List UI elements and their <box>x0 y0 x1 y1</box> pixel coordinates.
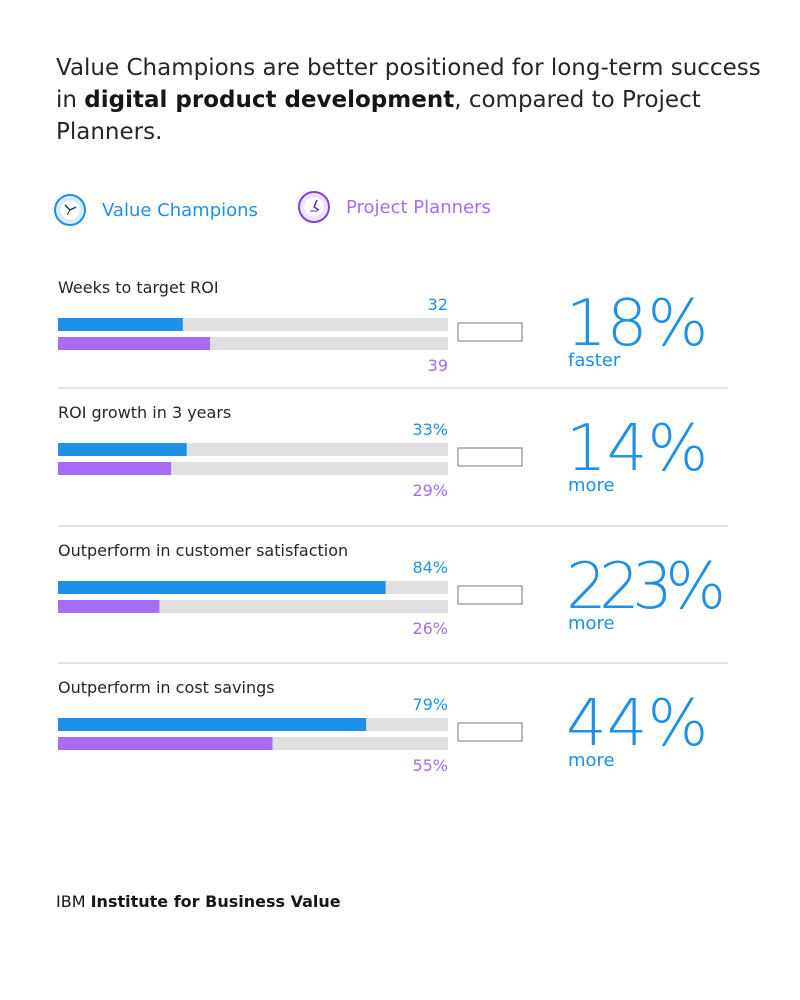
stat-value: 223% <box>566 550 726 624</box>
value-label-champions: 32 <box>428 295 448 314</box>
stat-label: more <box>568 750 615 771</box>
connector-bracket <box>457 322 523 342</box>
connector-bracket <box>457 722 523 742</box>
stat-label: more <box>568 475 615 496</box>
value-label-planners: 55% <box>412 756 448 775</box>
bar-planners <box>58 337 211 350</box>
row-label: Outperform in customer satisfaction <box>58 541 348 560</box>
clock-slow-icon <box>298 191 330 223</box>
headline-text-end: , compared to Project Planners. <box>56 87 701 145</box>
headline-text: Value Champions are better positioned fo… <box>56 55 761 113</box>
value-label-planners: 39 <box>428 356 448 375</box>
bar-champions <box>58 443 187 456</box>
bar-champions <box>58 718 367 731</box>
connector-bracket <box>457 447 523 467</box>
connector-bracket <box>457 585 523 605</box>
bar-planners <box>58 600 160 613</box>
footer-brand: IBM <box>56 892 86 911</box>
legend-value-champions: Value Champions <box>53 193 258 227</box>
row-label: Outperform in cost savings <box>58 678 275 697</box>
legend-label-planners: Project Planners <box>346 196 491 218</box>
bar-planners <box>58 462 172 475</box>
row-label: Weeks to target ROI <box>58 278 219 297</box>
footer-name: Institute for Business Value <box>90 892 341 911</box>
bar-planners <box>58 737 273 750</box>
stat-value: 18% <box>566 287 708 361</box>
stat-label: more <box>568 613 615 634</box>
footer-attribution: IBM Institute for Business Value <box>56 892 341 911</box>
stat-value: 14% <box>566 412 708 486</box>
bar-champions <box>58 318 183 331</box>
clock-fast-icon <box>54 194 86 226</box>
value-label-champions: 84% <box>412 558 448 577</box>
value-label-champions: 79% <box>412 695 448 714</box>
headline: Value Champions are better positioned fo… <box>56 52 766 148</box>
stat-value: 44% <box>566 687 708 761</box>
legend-label-champions: Value Champions <box>102 199 258 221</box>
row-label: ROI growth in 3 years <box>58 403 231 422</box>
bar-champions <box>58 581 386 594</box>
headline-emphasis: digital product development <box>84 87 455 113</box>
legend-project-planners: Project Planners <box>297 190 491 224</box>
value-label-planners: 29% <box>412 481 448 500</box>
value-label-planners: 26% <box>412 619 448 638</box>
value-label-champions: 33% <box>412 420 448 439</box>
stat-label: faster <box>568 350 621 371</box>
